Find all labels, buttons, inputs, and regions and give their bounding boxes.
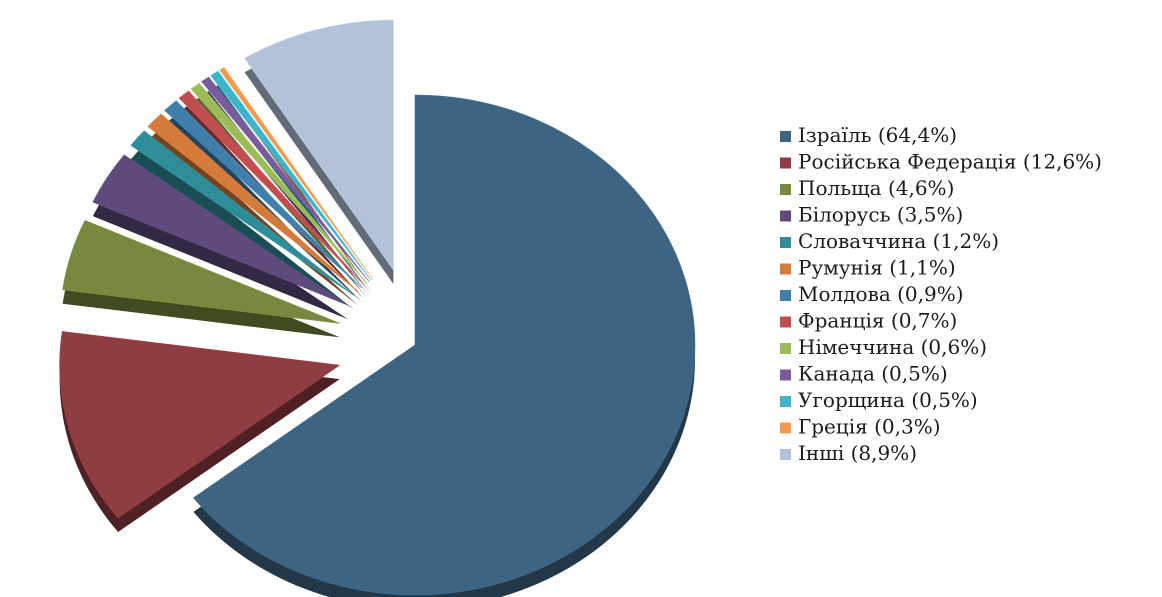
legend-swatch-6 [780, 290, 791, 301]
pie-slice-11 [219, 67, 374, 280]
legend-swatch-9 [780, 369, 791, 381]
pie-slice-side-4 [130, 144, 355, 310]
legend-label-7: Франція (0,7%) [798, 309, 957, 333]
legend-swatch-11 [780, 422, 791, 434]
legend-label-4: Словаччина (1,2%) [798, 229, 999, 253]
pie-slice-9 [201, 76, 370, 283]
legend-label-10: Угорщина (0,5%) [798, 388, 978, 412]
pie-slice-2 [62, 219, 341, 324]
pie-slice-7 [178, 90, 365, 286]
pie-slice-10 [210, 70, 372, 281]
legend-label-5: Румунія (1,1%) [798, 256, 956, 280]
legend-label-3: Білорусь (3,5%) [798, 203, 963, 227]
legend-label-9: Канада (0,5%) [798, 362, 948, 386]
pie-slice-1 [59, 331, 341, 519]
legend-swatch-0 [780, 131, 791, 142]
pie-slice-5 [147, 113, 359, 292]
legend-swatch-3 [780, 210, 791, 222]
legend-swatch-10 [780, 396, 791, 407]
legend-swatch-5 [780, 263, 791, 275]
pie-slice-4 [130, 130, 355, 297]
legend-swatch-8 [780, 343, 791, 354]
pie-slice-6 [164, 100, 362, 289]
legend-label-1: Російська Федерація (12,6%) [798, 150, 1102, 174]
pie-slice-8 [190, 82, 368, 284]
legend-label-6: Молдова (0,9%) [798, 282, 964, 306]
legend-label-0: Ізраїль (64,4%) [798, 123, 957, 147]
legend-label-11: Греція (0,3%) [798, 415, 941, 439]
legend-swatch-12 [780, 449, 791, 460]
legend-label-8: Німеччина (0,6%) [798, 335, 987, 359]
pie-slice-3 [92, 154, 349, 306]
pie-slice-0 [192, 94, 696, 596]
legend-label-2: Польща (4,6%) [798, 176, 954, 200]
legend-label-12: Інші (8,9%) [798, 441, 917, 465]
legend-swatch-1 [780, 157, 791, 169]
pie-slice-12 [244, 19, 394, 271]
legend-swatch-7 [780, 316, 791, 328]
pie-slices [59, 19, 696, 597]
legend-swatch-2 [780, 184, 791, 195]
legend: Ізраїль (64,4%) Російська Федерація (12,6… [780, 123, 1102, 465]
legend-swatch-4 [780, 237, 791, 248]
